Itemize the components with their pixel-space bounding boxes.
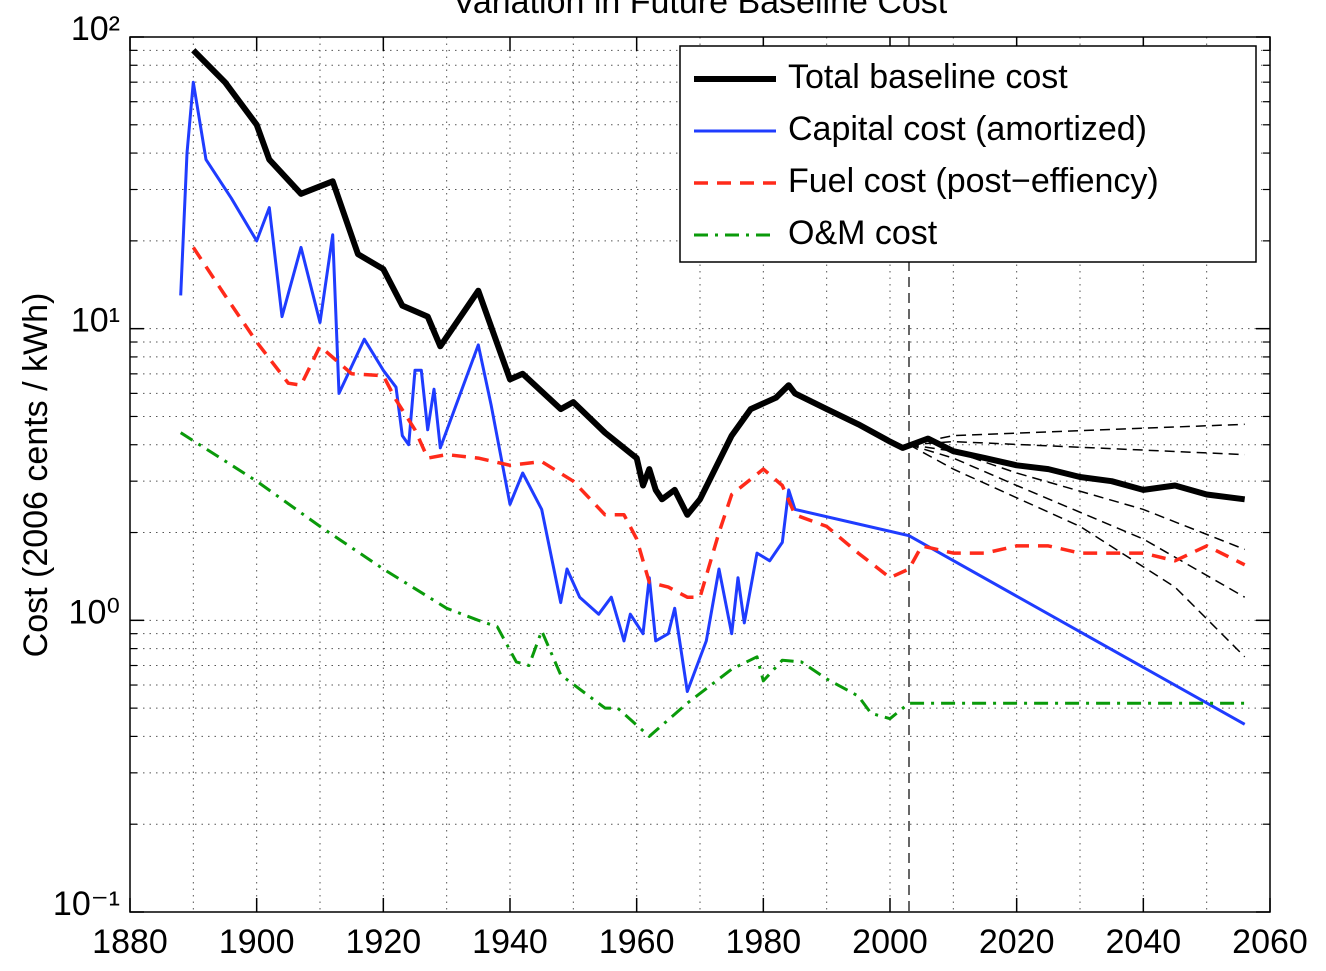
- y-tick-label: 10¹: [71, 302, 120, 340]
- x-tick-label: 2060: [1232, 923, 1308, 961]
- plot-frame: [129, 36, 1271, 913]
- legend-label: Fuel cost (post−effiency): [788, 162, 1159, 200]
- scenario-line: [908, 443, 1245, 551]
- x-tick-label: 1900: [219, 923, 295, 961]
- x-tick-label: 1960: [599, 923, 675, 961]
- chart-title: Variation in Future Baseline Cost: [453, 0, 948, 21]
- legend: Total baseline cost Capital cost (amortiz…: [679, 45, 1257, 263]
- x-tick-label: 2020: [979, 923, 1055, 961]
- y-tick-label: 10²: [71, 10, 120, 48]
- series-line: [191, 246, 1246, 599]
- series-line: [179, 80, 1246, 726]
- x-tick-label: 1920: [346, 923, 422, 961]
- x-tick-label: 2000: [852, 923, 928, 961]
- legend-label: O&M cost: [788, 214, 938, 252]
- y-axis-label: Cost (2006 cents / kWh): [17, 293, 55, 658]
- x-tick-label: 1880: [92, 923, 168, 961]
- x-tick-label: 1940: [472, 923, 548, 961]
- series-line: [179, 431, 1245, 738]
- legend-label: Total baseline cost: [788, 58, 1068, 96]
- legend-label: Capital cost (amortized): [788, 110, 1147, 148]
- x-tick-label: 2040: [1106, 923, 1182, 961]
- x-tick-label: 1980: [726, 923, 802, 961]
- series-line: [191, 48, 1246, 518]
- y-tick-label: 10⁰: [69, 593, 120, 631]
- y-tick-label: 10⁻¹: [53, 885, 120, 923]
- scenario-line: [908, 443, 1246, 598]
- scenario-line: [908, 444, 1246, 658]
